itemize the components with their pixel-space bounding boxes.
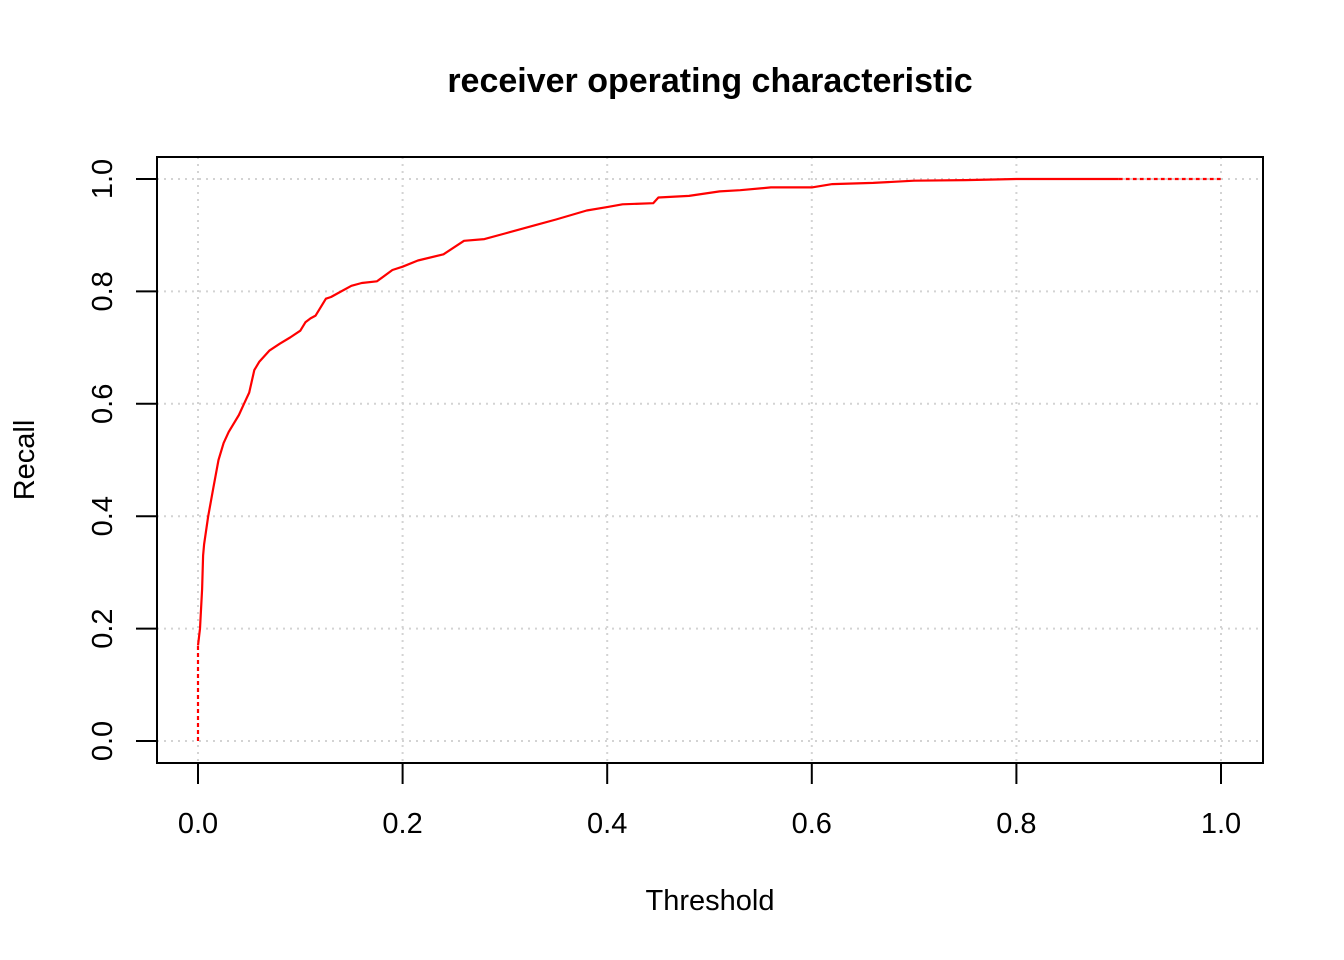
x-tick-label: 0.4: [587, 808, 627, 840]
x-tick-label: 0.8: [996, 808, 1036, 840]
x-tick-label: 1.0: [1201, 808, 1241, 840]
y-axis-label: Recall: [9, 420, 41, 501]
plot-frame: [156, 156, 1264, 764]
y-tick-label: 0.4: [87, 496, 119, 536]
y-tick-label: 0.2: [87, 608, 119, 648]
series-layer: [196, 177, 1221, 741]
roc-curve-line: [196, 177, 1119, 646]
x-tick-label: 0.0: [178, 808, 218, 840]
chart-title: receiver operating characteristic: [447, 62, 972, 100]
x-tick-label: 0.2: [382, 808, 422, 840]
y-tick-label: 1.0: [87, 159, 119, 199]
axes: 0.0 0.2 0.4 0.6 0.8 1.0 0.0 0.2 0.4 0.6 0.8 1.0: [87, 159, 1241, 840]
x-tick-label: 0.6: [792, 808, 832, 840]
y-tick-label: 0.0: [87, 721, 119, 761]
grid: [157, 157, 1263, 763]
y-tick-label: 0.6: [87, 384, 119, 424]
y-tick-label: 0.8: [87, 271, 119, 311]
x-axis-label: Threshold: [646, 885, 775, 917]
